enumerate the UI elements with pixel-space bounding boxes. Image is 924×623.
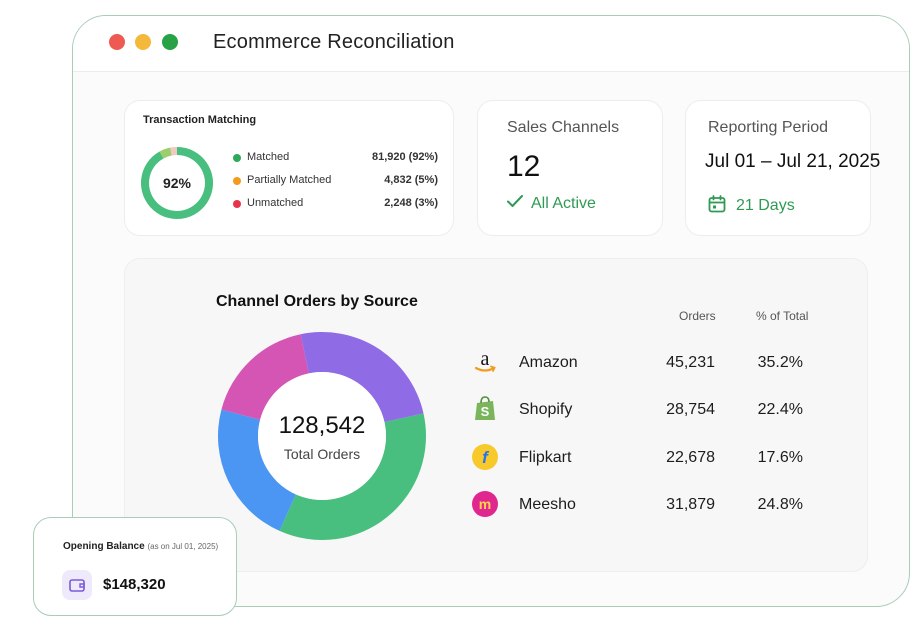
sales-channels-title: Sales Channels xyxy=(507,119,620,136)
donut-slice-amazon xyxy=(279,413,426,540)
matching-ring-segment-partially-matched xyxy=(159,147,172,159)
opening-balance-card: Opening Balance (as on Jul 01, 2025) $14… xyxy=(33,517,237,616)
matching-percent: 92% xyxy=(162,175,192,191)
legend-unmatched: Unmatched 2,248 (3%) xyxy=(233,196,438,212)
sales-channels-card: Sales Channels 12 All Active xyxy=(477,100,663,236)
channel-pct: 22.4% xyxy=(757,401,803,418)
orders-column-header: Orders xyxy=(679,309,716,323)
shopify-icon: S xyxy=(471,395,499,423)
matched-dot xyxy=(233,154,241,162)
opening-balance-title: Opening Balance (as on Jul 01, 2025) xyxy=(63,541,218,552)
channel-row-flipkart[interactable]: f Flipkart 22,678 17.6% xyxy=(471,440,811,474)
channel-name: Amazon xyxy=(519,354,578,371)
matching-ring-segment-unmatched xyxy=(170,147,177,156)
window-title: Ecommerce Reconciliation xyxy=(213,31,455,53)
svg-text:S: S xyxy=(481,404,490,419)
opening-balance-note: (as on Jul 01, 2025) xyxy=(147,542,219,551)
check-icon xyxy=(507,194,531,213)
channel-pct: 17.6% xyxy=(757,449,803,466)
opening-balance-amount: $148,320 xyxy=(103,576,166,593)
meesho-icon: m xyxy=(471,490,499,518)
title-bar: Ecommerce Reconciliation xyxy=(73,16,909,72)
channel-row-amazon[interactable]: a Amazon 45,231 35.2% xyxy=(471,345,811,379)
svg-text:m: m xyxy=(479,496,491,512)
channel-name: Meesho xyxy=(519,496,576,513)
channel-orders: 31,879 xyxy=(666,496,715,513)
donut-slice-shopify xyxy=(217,409,296,531)
donut-hole xyxy=(258,372,386,500)
unmatched-dot xyxy=(233,200,241,208)
reporting-period-card: Reporting Period Jul 01 – Jul 21, 2025 2… xyxy=(685,100,880,236)
transaction-matching-title: Transaction Matching xyxy=(143,114,257,126)
sales-channels-count: 12 xyxy=(507,150,541,183)
opening-balance-label: Opening Balance xyxy=(63,541,145,552)
reporting-period-range: Jul 01 – Jul 21, 2025 xyxy=(705,151,881,172)
channel-orders-donut-chart xyxy=(217,332,426,540)
maximize-window-button[interactable] xyxy=(162,34,178,50)
flipkart-icon: f xyxy=(471,443,499,471)
unmatched-value: 2,248 (3%) xyxy=(384,197,438,209)
total-orders-value: 128,542 xyxy=(278,412,366,439)
calendar-icon xyxy=(708,195,726,218)
reporting-period-days: 21 Days xyxy=(708,195,795,218)
channel-row-shopify[interactable]: S Shopify 28,754 22.4% xyxy=(471,392,811,426)
channel-orders: 45,231 xyxy=(666,354,715,371)
close-window-button[interactable] xyxy=(109,34,125,50)
channel-pct: 35.2% xyxy=(757,354,803,371)
partially-matched-dot xyxy=(233,177,241,185)
transaction-matching-card: Transaction Matching 92% Matched 81,920 … xyxy=(124,100,454,236)
matched-label: Matched xyxy=(247,151,290,163)
channel-orders-card: Channel Orders by Source 128,542 Total O… xyxy=(124,258,868,572)
sales-channels-status: All Active xyxy=(507,194,596,213)
legend-partially-matched: Partially Matched 4,832 (5%) xyxy=(233,173,438,189)
donut-slice-flipkart xyxy=(221,334,309,420)
channel-orders: 28,754 xyxy=(666,401,715,418)
unmatched-label: Unmatched xyxy=(247,197,304,209)
donut-slice-meesho xyxy=(300,332,424,423)
donut-center: 128,542 Total Orders xyxy=(217,331,427,541)
wallet-icon xyxy=(62,570,92,600)
svg-text:f: f xyxy=(482,448,490,467)
channel-pct: 24.8% xyxy=(757,496,803,513)
channel-name: Flipkart xyxy=(519,449,572,466)
matched-value: 81,920 (92%) xyxy=(371,151,438,163)
channel-row-meesho[interactable]: m Meesho 31,879 24.8% xyxy=(471,487,811,521)
pct-column-header: % of Total xyxy=(756,309,809,323)
total-orders-label: Total Orders xyxy=(283,446,361,462)
channel-name: Shopify xyxy=(519,401,573,418)
app-window: Ecommerce Reconciliation Transaction Mat… xyxy=(72,15,910,607)
all-active-label: All Active xyxy=(531,195,596,212)
matching-ring-chart xyxy=(141,147,213,219)
minimize-window-button[interactable] xyxy=(135,34,151,50)
legend-matched: Matched 81,920 (92%) xyxy=(233,150,438,166)
svg-text:a: a xyxy=(481,348,490,370)
amazon-icon: a xyxy=(471,348,499,376)
reporting-period-title: Reporting Period xyxy=(708,119,829,136)
channel-orders-title: Channel Orders by Source xyxy=(216,293,418,310)
channel-orders: 22,678 xyxy=(666,449,715,466)
partially-matched-value: 4,832 (5%) xyxy=(384,174,438,186)
days-label: 21 Days xyxy=(736,197,795,214)
partially-matched-label: Partially Matched xyxy=(247,174,332,186)
